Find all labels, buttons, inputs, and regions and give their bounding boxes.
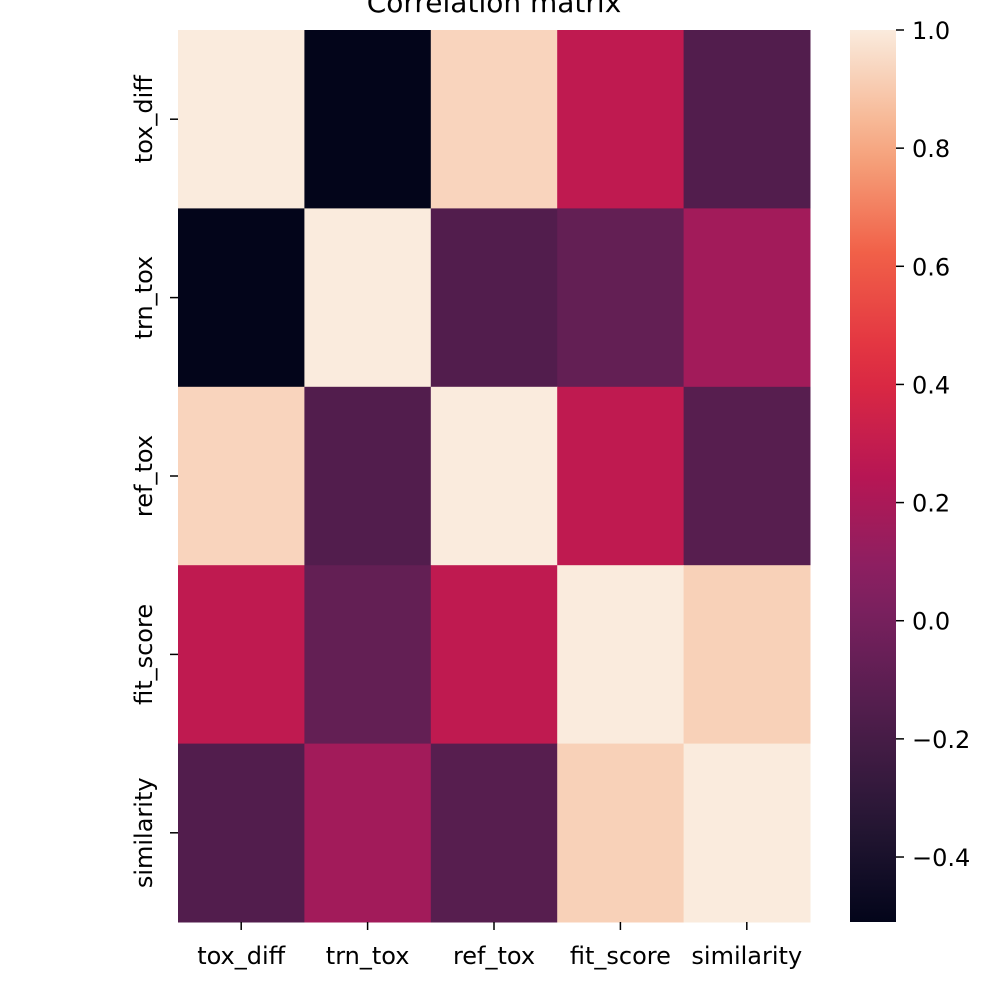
x-axis: tox_diff trn_tox ref_tox fit_score similarit… (197, 922, 802, 970)
chart-title: Correlation matrix (367, 0, 622, 19)
y-tick-label: tox_diff (130, 75, 158, 163)
heatmap-cell-similarity-ref_tox (430, 743, 558, 923)
heatmap-cell-fit_score-trn_tox (304, 565, 432, 745)
heatmap-cell-tox_diff-fit_score (557, 30, 685, 209)
heatmap-cell-similarity-trn_tox (304, 743, 432, 923)
y-tick-label: trn_tox (130, 256, 158, 340)
heatmap-cell-trn_tox-trn_tox (304, 208, 432, 388)
heatmap-cell-ref_tox-similarity (683, 386, 811, 566)
heatmap-cell-trn_tox-ref_tox (430, 208, 558, 388)
heatmap-cell-similarity-similarity (683, 743, 811, 923)
heatmap-cell-ref_tox-tox_diff (178, 386, 305, 566)
heatmap-cell-trn_tox-similarity (683, 208, 811, 388)
x-tick-label: tox_diff (197, 942, 285, 970)
x-tick-label: trn_tox (326, 942, 410, 970)
heatmap-cell-tox_diff-similarity (683, 30, 811, 209)
heatmap-cell-fit_score-fit_score (557, 565, 685, 745)
colorbar-tick-label: 0.8 (912, 135, 950, 163)
colorbar-tick-label: 0.6 (912, 253, 950, 281)
heatmap-cell-ref_tox-ref_tox (430, 386, 558, 566)
x-tick-label: fit_score (570, 942, 671, 970)
x-tick-label: similarity (691, 942, 802, 970)
heatmap-cell-trn_tox-fit_score (557, 208, 685, 388)
heatmap-cells (178, 30, 811, 923)
colorbar-tick-label: 0.0 (912, 608, 950, 636)
y-tick-label: fit_score (130, 604, 158, 705)
heatmap-cell-trn_tox-tox_diff (178, 208, 305, 388)
colorbar-tick-label: −0.2 (912, 726, 970, 754)
heatmap-cell-tox_diff-trn_tox (304, 30, 432, 209)
colorbar-gradient (850, 30, 896, 922)
heatmap-cell-fit_score-tox_diff (178, 565, 305, 745)
colorbar-tick-label: 0.4 (912, 371, 950, 399)
heatmap-cell-fit_score-similarity (683, 565, 811, 745)
heatmap-cell-fit_score-ref_tox (430, 565, 558, 745)
heatmap-cell-tox_diff-ref_tox (430, 30, 558, 209)
y-tick-label: ref_tox (130, 435, 158, 517)
heatmap-cell-ref_tox-fit_score (557, 386, 685, 566)
y-tick-label: similarity (130, 777, 158, 888)
heatmap-cell-ref_tox-trn_tox (304, 386, 432, 566)
heatmap-cell-similarity-tox_diff (178, 743, 305, 923)
x-tick-label: ref_tox (453, 942, 535, 970)
colorbar: 1.0 0.8 0.6 0.4 0.2 0.0 −0.2 −0.4 (850, 17, 970, 922)
y-axis: tox_diff trn_tox ref_tox fit_score similarit… (130, 75, 178, 888)
colorbar-tick-label: −0.4 (912, 844, 970, 872)
heatmap-cell-tox_diff-tox_diff (178, 30, 305, 209)
heatmap-cell-similarity-fit_score (557, 743, 685, 923)
colorbar-tick-label: 1.0 (912, 17, 950, 45)
colorbar-tick-label: 0.2 (912, 490, 950, 518)
